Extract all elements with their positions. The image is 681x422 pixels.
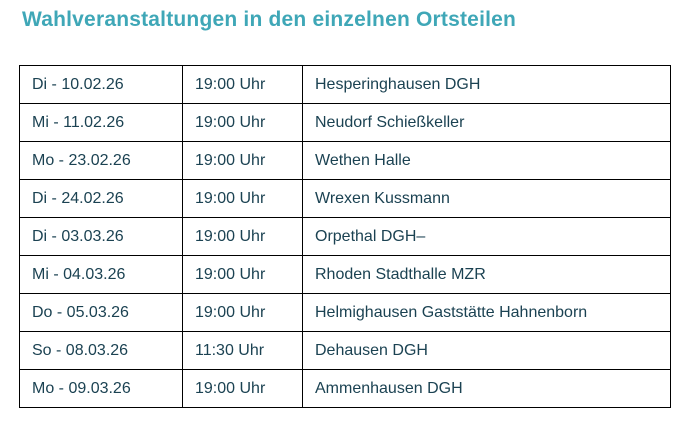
event-location-cell: Dehausen DGH — [302, 331, 671, 370]
table-row: Di - 10.02.26 19:00 Uhr Hesperinghausen … — [19, 65, 671, 104]
event-date-cell: Di - 10.02.26 — [19, 65, 183, 104]
table-row: Mi - 11.02.26 19:00 Uhr Neudorf Schießke… — [19, 103, 671, 142]
event-location-cell: Neudorf Schießkeller — [302, 103, 671, 142]
table-row: Di - 24.02.26 19:00 Uhr Wrexen Kussmann — [19, 179, 671, 218]
page-title: Wahlveranstaltungen in den einzelnen Ort… — [22, 8, 517, 31]
event-location-cell: Rhoden Stadthalle MZR — [302, 255, 671, 294]
event-time-cell: 19:00 Uhr — [182, 293, 303, 332]
table-row: Mi - 04.03.26 19:00 Uhr Rhoden Stadthall… — [19, 255, 671, 294]
event-location-cell: Hesperinghausen DGH — [302, 65, 671, 104]
event-date-cell: Do - 05.03.26 — [19, 293, 183, 332]
event-date-cell: Mo - 23.02.26 — [19, 141, 183, 180]
event-time-cell: 11:30 Uhr — [182, 331, 303, 370]
event-location-cell: Ammenhausen DGH — [302, 369, 671, 408]
event-time-cell: 19:00 Uhr — [182, 141, 303, 180]
event-time-cell: 19:00 Uhr — [182, 255, 303, 294]
event-location-cell: Wethen Halle — [302, 141, 671, 180]
event-date-cell: So - 08.03.26 — [19, 331, 183, 370]
table-row: So - 08.03.26 11:30 Uhr Dehausen DGH — [19, 331, 671, 370]
table-row: Mo - 23.02.26 19:00 Uhr Wethen Halle — [19, 141, 671, 180]
event-date-cell: Mo - 09.03.26 — [19, 369, 183, 408]
event-time-cell: 19:00 Uhr — [182, 369, 303, 408]
event-date-cell: Di - 24.02.26 — [19, 179, 183, 218]
event-time-cell: 19:00 Uhr — [182, 217, 303, 256]
event-time-cell: 19:00 Uhr — [182, 179, 303, 218]
event-location-cell: Helmighausen Gaststätte Hahnenborn — [302, 293, 671, 332]
event-date-cell: Mi - 04.03.26 — [19, 255, 183, 294]
event-time-cell: 19:00 Uhr — [182, 65, 303, 104]
event-location-cell: Wrexen Kussmann — [302, 179, 671, 218]
event-time-cell: 19:00 Uhr — [182, 103, 303, 142]
table-row: Do - 05.03.26 19:00 Uhr Helmighausen Gas… — [19, 293, 671, 332]
event-date-cell: Mi - 11.02.26 — [19, 103, 183, 142]
table-row: Mo - 09.03.26 19:00 Uhr Ammenhausen DGH — [19, 369, 671, 408]
event-location-cell: Orpethal DGH– — [302, 217, 671, 256]
events-table: Di - 10.02.26 19:00 Uhr Hesperinghausen … — [19, 65, 671, 408]
event-date-cell: Di - 03.03.26 — [19, 217, 183, 256]
table-row: Di - 03.03.26 19:00 Uhr Orpethal DGH– — [19, 217, 671, 256]
